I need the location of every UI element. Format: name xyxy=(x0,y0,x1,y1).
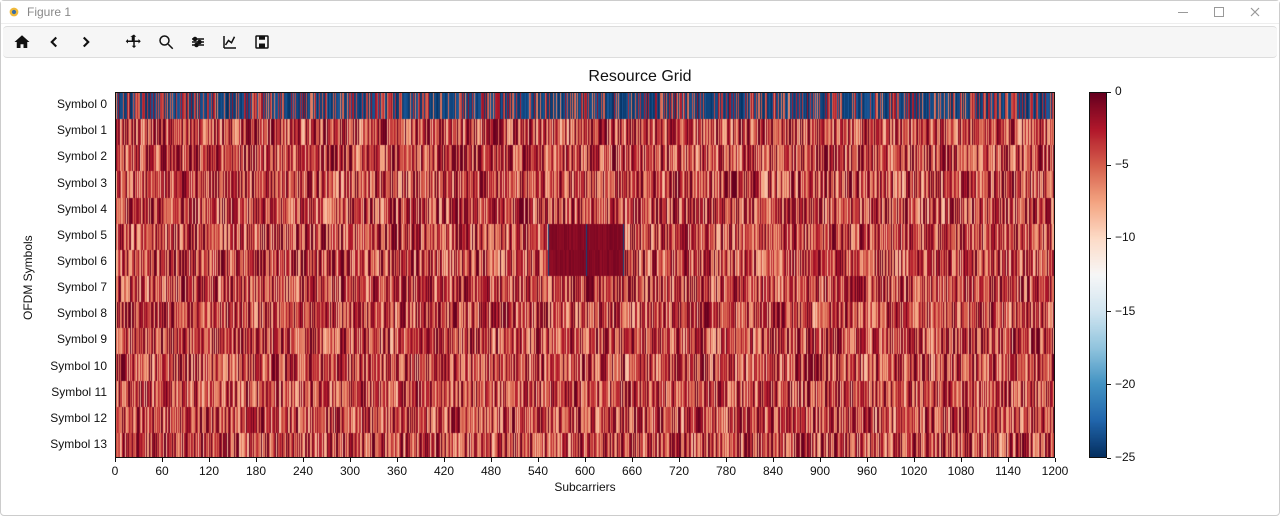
xtick-label: 0 xyxy=(112,464,119,478)
colorbar-tick-label: −10 xyxy=(1115,230,1135,244)
colorbar-tick-mark xyxy=(1107,238,1111,239)
ytick-label: Symbol 11 xyxy=(3,385,107,399)
matplotlib-toolbar xyxy=(3,26,1277,58)
xtick-label: 1140 xyxy=(995,464,1021,478)
home-icon[interactable] xyxy=(11,31,33,53)
xtick-label: 540 xyxy=(528,464,548,478)
xtick-mark xyxy=(397,458,398,462)
colorbar-tick-mark xyxy=(1107,384,1111,385)
colorbar-tick-mark xyxy=(1107,311,1111,312)
xtick-label: 840 xyxy=(763,464,783,478)
zoom-icon[interactable] xyxy=(155,31,177,53)
xtick-label: 1200 xyxy=(1042,464,1069,478)
colorbar-tick-label: −20 xyxy=(1115,377,1135,391)
xtick-mark xyxy=(914,458,915,462)
ytick-label: Symbol 8 xyxy=(3,306,107,320)
xtick-mark xyxy=(115,458,116,462)
maximize-button[interactable] xyxy=(1201,2,1237,22)
xtick-mark xyxy=(350,458,351,462)
ytick-label: Symbol 5 xyxy=(3,228,107,242)
xtick-label: 1020 xyxy=(901,464,928,478)
forward-icon[interactable] xyxy=(75,31,97,53)
xtick-label: 300 xyxy=(340,464,360,478)
xtick-mark xyxy=(1008,458,1009,462)
xtick-label: 720 xyxy=(669,464,689,478)
xtick-mark xyxy=(444,458,445,462)
xtick-label: 420 xyxy=(434,464,454,478)
ylabel: OFDM Symbols xyxy=(21,235,35,320)
xtick-mark xyxy=(773,458,774,462)
colorbar-tick-mark xyxy=(1107,92,1111,93)
back-icon[interactable] xyxy=(43,31,65,53)
minimize-button[interactable] xyxy=(1165,2,1201,22)
plot-area: Resource Grid Symbol 0 Symbol 1 Symbol 2 Sy… xyxy=(3,62,1277,513)
xtick-mark xyxy=(679,458,680,462)
xtick-mark xyxy=(1055,458,1056,462)
chart-title: Resource Grid xyxy=(3,68,1277,86)
xtick-mark xyxy=(726,458,727,462)
colorbar-tick-label: −5 xyxy=(1115,157,1129,171)
colorbar-tick-label: 0 xyxy=(1115,84,1122,98)
xtick-mark xyxy=(303,458,304,462)
xtick-label: 900 xyxy=(810,464,830,478)
ytick-label: Symbol 4 xyxy=(3,202,107,216)
window-title: Figure 1 xyxy=(27,5,71,19)
xtick-mark xyxy=(538,458,539,462)
colorbar xyxy=(1089,92,1107,458)
xtick-label: 660 xyxy=(622,464,642,478)
xtick-label: 600 xyxy=(575,464,595,478)
heatmap-canvas xyxy=(116,93,1055,458)
ytick-label: Symbol 13 xyxy=(3,437,107,451)
xtick-label: 780 xyxy=(716,464,736,478)
xtick-label: 1080 xyxy=(948,464,975,478)
xtick-mark xyxy=(632,458,633,462)
ytick-label: Symbol 9 xyxy=(3,332,107,346)
ytick-label: Symbol 0 xyxy=(3,97,107,111)
pan-icon[interactable] xyxy=(123,31,145,53)
save-icon[interactable] xyxy=(251,31,273,53)
xtick-mark xyxy=(491,458,492,462)
colorbar-tick-mark xyxy=(1107,165,1111,166)
xtick-mark xyxy=(820,458,821,462)
heatmap-axes xyxy=(115,92,1055,458)
colorbar-tick-label: −15 xyxy=(1115,304,1135,318)
colorbar-canvas xyxy=(1090,93,1106,457)
ytick-label: Symbol 3 xyxy=(3,176,107,190)
xtick-label: 480 xyxy=(481,464,501,478)
colorbar-tick-mark xyxy=(1107,458,1111,459)
subplots-icon[interactable] xyxy=(187,31,209,53)
xtick-mark xyxy=(209,458,210,462)
ytick-label: Symbol 10 xyxy=(3,359,107,373)
figure-window: Figure 1 xyxy=(0,0,1280,516)
xtick-mark xyxy=(867,458,868,462)
ytick-label: Symbol 1 xyxy=(3,123,107,137)
xtick-mark xyxy=(256,458,257,462)
xtick-label: 960 xyxy=(857,464,877,478)
xtick-label: 360 xyxy=(387,464,407,478)
xtick-label: 180 xyxy=(246,464,266,478)
xlabel: Subcarriers xyxy=(115,480,1055,494)
ytick-label: Symbol 12 xyxy=(3,411,107,425)
xtick-label: 240 xyxy=(293,464,313,478)
xtick-mark xyxy=(961,458,962,462)
ytick-label: Symbol 2 xyxy=(3,149,107,163)
xtick-label: 60 xyxy=(155,464,168,478)
ytick-label: Symbol 6 xyxy=(3,254,107,268)
colorbar-tick-label: −25 xyxy=(1115,450,1135,464)
close-button[interactable] xyxy=(1237,2,1273,22)
xtick-mark xyxy=(585,458,586,462)
axes-icon[interactable] xyxy=(219,31,241,53)
xtick-label: 120 xyxy=(199,464,219,478)
xtick-mark xyxy=(162,458,163,462)
ytick-label: Symbol 7 xyxy=(3,280,107,294)
app-icon xyxy=(7,5,21,19)
titlebar: Figure 1 xyxy=(1,1,1279,24)
